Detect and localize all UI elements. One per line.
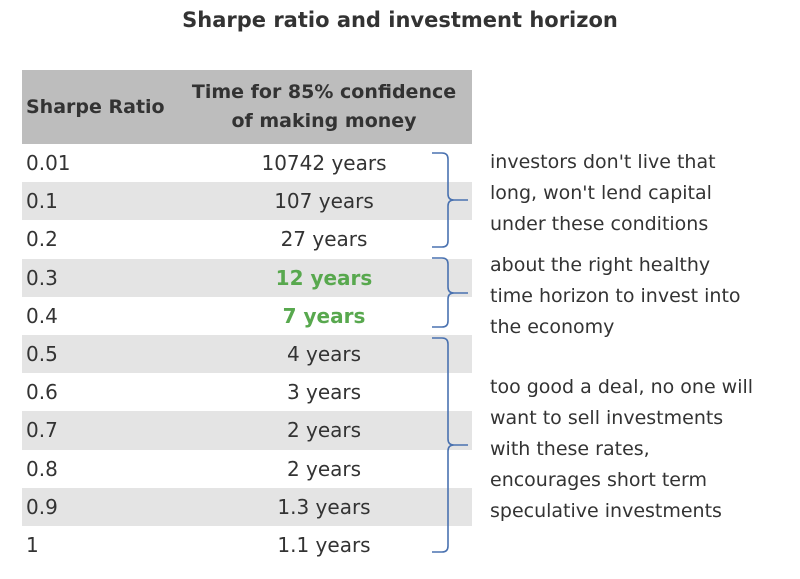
note-too-short: too good a deal, no one will want to sel… xyxy=(490,376,754,522)
time-cell: 12 years xyxy=(176,258,472,297)
table-row: 0.3 12 years xyxy=(22,258,472,297)
sharpe-ratio-cell: 1 xyxy=(26,532,39,557)
header-time-line2: of making money xyxy=(231,110,417,132)
header-time-line1: Time for 85% confidence xyxy=(191,81,457,103)
sharpe-ratio-cell: 0.3 xyxy=(22,258,176,297)
sharpe-ratio-cell: 0.4 xyxy=(26,303,58,328)
table-row: 0.1 107 years xyxy=(22,182,472,221)
time-cell: 4 years xyxy=(176,334,472,374)
table-row: 0.9 1.3 years xyxy=(22,487,472,526)
time-cell: 3 years xyxy=(286,380,362,405)
sharpe-ratio-cell: 0.6 xyxy=(26,380,58,405)
time-cell: 107 years xyxy=(176,182,472,221)
time-cell: 1.1 years xyxy=(277,532,371,557)
table-row: 1 1.1 years xyxy=(22,526,472,564)
table-row: 0.8 2 years xyxy=(22,450,472,488)
sharpe-ratio-cell: 0.1 xyxy=(22,182,176,221)
table-header-row: Sharpe Ratio Time for 85% confidence of … xyxy=(22,70,472,144)
time-cell: 2 years xyxy=(176,411,472,450)
right-brace-icon xyxy=(432,337,468,553)
time-cell: 10742 years xyxy=(261,151,387,176)
sharpe-ratio-cell: 0.7 xyxy=(22,411,176,450)
time-cell: 27 years xyxy=(280,227,368,252)
note-too-long: investors don't live that long, won't le… xyxy=(490,151,716,235)
page-title: Sharpe ratio and investment horizon xyxy=(182,8,618,32)
sharpe-ratio-cell: 0.2 xyxy=(26,227,58,252)
table-row: 0.6 3 years xyxy=(22,373,472,411)
header-time-confidence: Time for 85% confidence of making money xyxy=(176,70,472,144)
table-row: 0.5 4 years xyxy=(22,334,472,374)
sharpe-ratio-cell: 0.8 xyxy=(26,456,58,481)
sharpe-table: Sharpe Ratio Time for 85% confidence of … xyxy=(22,70,472,564)
note-healthy: about the right healthy time horizon to … xyxy=(490,254,741,338)
table-row: 0.01 10742 years xyxy=(22,144,472,182)
time-cell: 7 years xyxy=(282,303,366,328)
sharpe-ratio-cell: 0.5 xyxy=(22,334,176,374)
time-cell: 1.3 years xyxy=(176,487,472,526)
table-row: 0.7 2 years xyxy=(22,411,472,450)
time-cell: 2 years xyxy=(286,456,362,481)
table-row: 0.2 27 years xyxy=(22,220,472,258)
table-row: 0.4 7 years xyxy=(22,297,472,335)
sharpe-ratio-cell: 0.9 xyxy=(22,487,176,526)
sharpe-ratio-cell: 0.01 xyxy=(26,151,71,176)
header-sharpe-ratio: Sharpe Ratio xyxy=(22,70,176,144)
right-brace-icon xyxy=(432,257,468,328)
right-brace-icon xyxy=(432,152,468,248)
